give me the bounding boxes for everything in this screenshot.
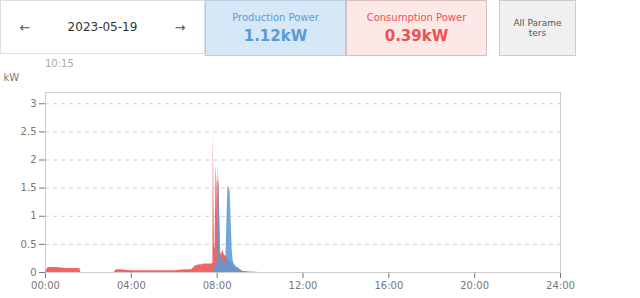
svg-text:3: 3 xyxy=(30,98,36,109)
svg-text:24:00: 24:00 xyxy=(546,280,575,291)
html-text:All Parame ters: All Parame ters xyxy=(513,18,562,38)
html-text:10:15: 10:15 xyxy=(45,58,74,69)
html-text:Consumption Power: Consumption Power xyxy=(366,11,467,23)
svg-text:00:00: 00:00 xyxy=(31,280,60,291)
svg-text:08:00: 08:00 xyxy=(203,280,232,291)
svg-text:2: 2 xyxy=(30,154,36,165)
svg-text:04:00: 04:00 xyxy=(117,280,146,291)
html-text:1.12kW: 1.12kW xyxy=(243,26,308,45)
html-text:Production Power: Production Power xyxy=(232,11,319,23)
svg-text:1.5: 1.5 xyxy=(21,182,37,193)
html-text:2023-05-19: 2023-05-19 xyxy=(67,20,138,34)
svg-text:2.5: 2.5 xyxy=(21,126,37,137)
svg-text:kW: kW xyxy=(4,72,20,83)
svg-text:0: 0 xyxy=(30,267,36,278)
svg-text:20:00: 20:00 xyxy=(460,280,489,291)
html-text:0.39kW: 0.39kW xyxy=(384,26,449,45)
svg-text:1: 1 xyxy=(30,210,36,221)
svg-text:12:00: 12:00 xyxy=(289,280,318,291)
svg-text:0.5: 0.5 xyxy=(21,239,37,250)
svg-text:16:00: 16:00 xyxy=(374,280,403,291)
